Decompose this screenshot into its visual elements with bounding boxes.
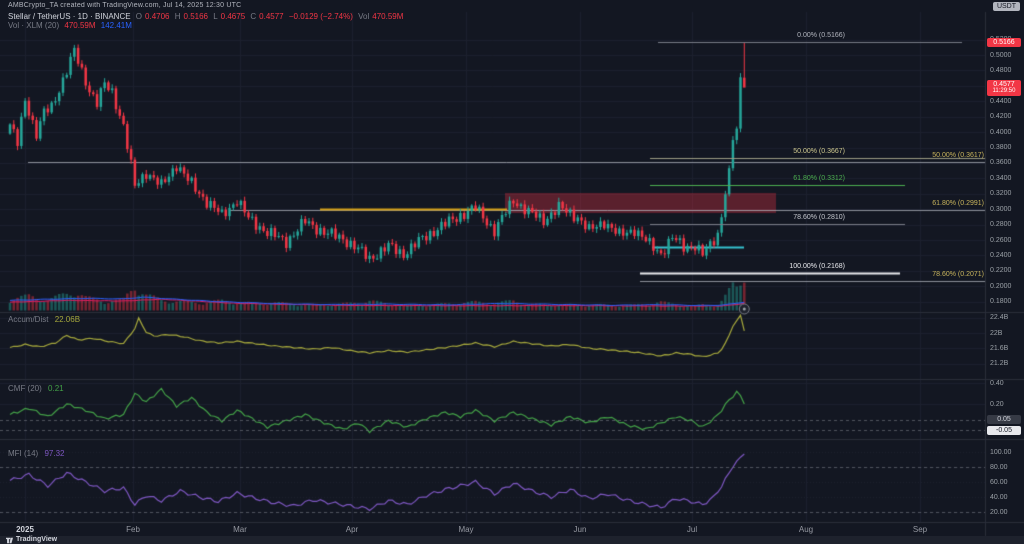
fib-level-label: 0.00% (0.5166) bbox=[797, 32, 845, 40]
time-axis-label: May bbox=[458, 525, 474, 534]
time-axis-label: Mar bbox=[233, 525, 247, 534]
price-tick: 0.2000 bbox=[990, 282, 1012, 290]
price-tick: 0.2200 bbox=[990, 267, 1012, 275]
cmf-threshold-badge: 0.05 bbox=[987, 415, 1021, 425]
price-tick: 22B bbox=[990, 329, 1003, 337]
legend-symbol-row[interactable]: Stellar / TetherUS · 1D · BINANCE O 0.470… bbox=[8, 12, 406, 21]
volume-label: Vol bbox=[358, 12, 370, 21]
price-tick: 0.3000 bbox=[990, 205, 1012, 213]
pane-label-accum-dist[interactable]: Accum/Dist 22.06B bbox=[8, 315, 84, 324]
price-tick: 0.4400 bbox=[990, 97, 1012, 105]
change-value: −0.0129 (−2.74%) bbox=[288, 12, 353, 21]
price-tick: 21.2B bbox=[990, 360, 1009, 368]
price-tick: 0.2600 bbox=[990, 236, 1012, 244]
fib-level-label: 61.80% (0.2991) bbox=[932, 199, 984, 207]
symbol-title: Stellar / TetherUS · 1D · BINANCE bbox=[8, 12, 131, 21]
time-axis-label: Sep bbox=[912, 525, 928, 534]
currency-toggle-button[interactable]: USDT bbox=[992, 2, 1020, 11]
price-tick: 0.4200 bbox=[990, 113, 1012, 121]
price-badge: 0.5166 bbox=[987, 37, 1021, 47]
price-tick: 0.2800 bbox=[990, 221, 1012, 229]
price-tick: 80.00 bbox=[990, 463, 1008, 471]
price-tick: 40.00 bbox=[990, 493, 1008, 501]
fib-level-label: 100.00% (0.2168) bbox=[789, 263, 845, 271]
price-tick: 0.2400 bbox=[990, 251, 1012, 259]
price-tick: 0.5000 bbox=[990, 51, 1012, 59]
time-axis-label: Jul bbox=[686, 525, 698, 534]
volume-study-label: Vol · XLM (20) bbox=[8, 21, 60, 30]
accum-dist-label: Accum/Dist bbox=[8, 315, 49, 324]
price-tick: 0.3800 bbox=[990, 144, 1012, 152]
price-tick: 100.00 bbox=[990, 448, 1012, 456]
price-tick: 0.4000 bbox=[990, 128, 1012, 136]
fib-level-label: 50.00% (0.3667) bbox=[793, 147, 845, 155]
time-axis-label: Jun bbox=[573, 525, 587, 534]
tradingview-brand-name: TradingView bbox=[16, 536, 58, 543]
pane-label-mfi[interactable]: MFI (14) 97.32 bbox=[8, 449, 69, 458]
high-label: H bbox=[174, 12, 181, 21]
price-tick: 21.6B bbox=[990, 344, 1009, 352]
price-tick: 0.20 bbox=[990, 400, 1004, 408]
volume-study-value: 470.59M bbox=[64, 21, 96, 30]
volume-ma-value: 142.41M bbox=[100, 21, 132, 30]
tradingview-logo-icon bbox=[6, 537, 13, 543]
cmf-value: 0.21 bbox=[48, 384, 64, 393]
tradingview-branding[interactable]: TradingView bbox=[0, 536, 1024, 544]
time-axis-label: 2025 bbox=[16, 525, 34, 534]
time-axis-label: Feb bbox=[126, 525, 140, 534]
open-value: 0.4706 bbox=[145, 12, 170, 21]
time-axis[interactable] bbox=[0, 522, 985, 536]
low-value: 0.4675 bbox=[220, 12, 246, 21]
low-label: L bbox=[213, 12, 218, 21]
fib-level-label: 78.60% (0.2071) bbox=[932, 270, 984, 278]
close-label: C bbox=[250, 12, 257, 21]
price-tick: 22.4B bbox=[990, 314, 1009, 322]
price-tick: 0.3400 bbox=[990, 174, 1012, 182]
fib-level-label: 50.00% (0.3617) bbox=[932, 151, 984, 159]
fib-level-label: 78.60% (0.2810) bbox=[793, 213, 845, 221]
price-tick: 0.1800 bbox=[990, 298, 1012, 306]
price-badge: 0.4577 11:29:50 bbox=[987, 79, 1021, 96]
close-value: 0.4577 bbox=[259, 12, 284, 21]
cmf-threshold-badge: -0.05 bbox=[987, 425, 1021, 435]
accum-dist-value: 22.06B bbox=[54, 315, 81, 324]
mfi-value: 97.32 bbox=[44, 449, 65, 458]
price-tick: 20.00 bbox=[990, 508, 1008, 516]
fib-level-label: 61.80% (0.3312) bbox=[793, 175, 845, 183]
pane-label-cmf[interactable]: CMF (20) 0.21 bbox=[8, 384, 68, 393]
legend-volume-row[interactable]: Vol · XLM (20) 470.59M 142.41M bbox=[8, 21, 135, 30]
mfi-label: MFI (14) bbox=[8, 449, 39, 458]
time-axis-label: Apr bbox=[345, 525, 359, 534]
open-label: O bbox=[135, 12, 143, 21]
volume-value: 470.59M bbox=[372, 12, 404, 21]
high-value: 0.5166 bbox=[183, 12, 208, 21]
attribution-text: AMBCrypto_TA created with TradingView.co… bbox=[8, 2, 242, 9]
cmf-label: CMF (20) bbox=[8, 384, 42, 393]
price-tick: 0.40 bbox=[990, 379, 1004, 387]
price-tick: 0.4800 bbox=[990, 66, 1012, 74]
time-axis-label: Aug bbox=[798, 525, 814, 534]
price-tick: 0.3200 bbox=[990, 190, 1012, 198]
price-tick: 60.00 bbox=[990, 478, 1008, 486]
price-tick: 0.3600 bbox=[990, 159, 1012, 167]
